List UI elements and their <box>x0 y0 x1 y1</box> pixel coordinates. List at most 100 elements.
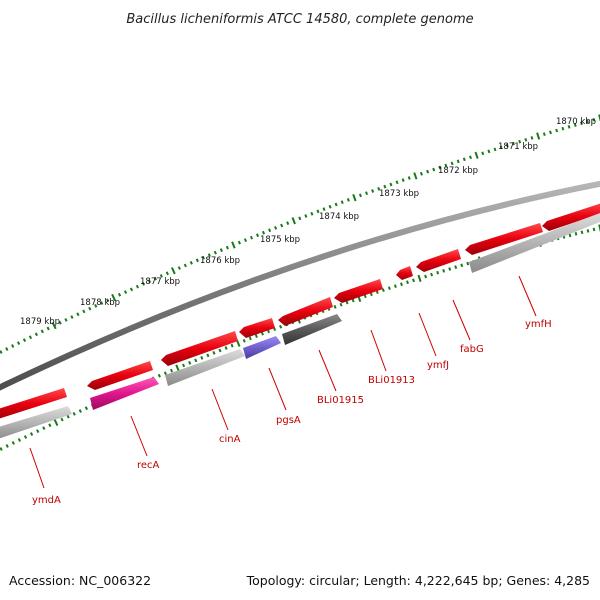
outer-ruler-tick <box>51 322 57 330</box>
outer-ruler-tick <box>274 226 278 230</box>
gene-label-BLi01915[interactable]: BLi01915 <box>317 395 364 406</box>
outer-ruler-tick <box>352 194 357 202</box>
outer-ruler-tick <box>165 271 169 276</box>
outer-ruler <box>0 114 600 354</box>
kbp-label-1872: 1872 kbp <box>438 166 478 176</box>
kbp-label-1876: 1876 kbp <box>200 256 240 266</box>
outer-ruler-tick <box>561 126 565 131</box>
outer-ruler-tick <box>438 165 442 170</box>
gene-label-pgsA[interactable]: pgsA <box>276 415 301 426</box>
outer-ruler-tick <box>334 202 338 207</box>
gene-arrow-fwd-5[interactable] <box>278 297 333 326</box>
outer-ruler-tick <box>70 315 74 319</box>
leader-pgsA <box>268 367 287 411</box>
outer-ruler-tick <box>383 184 387 189</box>
outer-ruler-tick <box>255 233 260 238</box>
gene-arrow-cinA[interactable] <box>165 349 245 386</box>
gene-arrow-ymdA[interactable] <box>0 406 72 440</box>
inner-ruler-tick <box>78 409 82 413</box>
inner-ruler-tick <box>412 278 415 283</box>
gene-label-cinA[interactable]: cinA <box>219 434 241 445</box>
outer-ruler-tick <box>524 137 528 142</box>
gene-arrow-fwd-1[interactable] <box>0 388 67 420</box>
inner-ruler-tick <box>460 263 464 268</box>
inner-ruler-tick <box>175 364 180 372</box>
leader-cinA <box>211 388 229 431</box>
outer-ruler-tick <box>573 123 577 127</box>
inner-ruler-tick <box>17 438 22 442</box>
outer-ruler-tick <box>512 141 515 146</box>
outer-ruler-tick <box>5 347 9 351</box>
outer-ruler-tick <box>34 332 38 337</box>
outer-ruler-tick <box>243 238 248 242</box>
inner-ruler-tick <box>188 361 192 365</box>
inner-ruler-tick <box>248 336 252 341</box>
forward-strand-genes <box>0 202 600 420</box>
outer-ruler-tick <box>111 293 117 302</box>
gene-label-fabG[interactable]: fabG <box>460 344 484 355</box>
inner-ruler-tick <box>23 435 28 439</box>
kbp-label-1875: 1875 kbp <box>260 235 300 245</box>
inner-ruler-tick <box>430 272 434 277</box>
outer-ruler-tick <box>346 198 350 202</box>
gene-arrow-recA[interactable] <box>90 377 159 410</box>
outer-ruler-tick <box>22 338 27 343</box>
gene-label-ymfH[interactable]: ymfH <box>525 319 552 330</box>
inner-ruler-tick <box>598 224 600 232</box>
outer-ruler-tick <box>592 117 596 122</box>
outer-ruler-tick <box>153 276 157 281</box>
inner-ruler-tick <box>345 300 349 305</box>
gene-arrow-ymfH-a[interactable] <box>465 223 543 255</box>
gene-arrow-ymfH-rev[interactable] <box>469 213 600 273</box>
inner-ruler-tick <box>60 417 64 422</box>
inner-ruler-tick <box>574 232 578 236</box>
outer-ruler-tick <box>407 176 411 180</box>
inner-ruler-tick <box>381 288 385 293</box>
gene-arrow-fabG[interactable] <box>416 249 461 272</box>
inner-ruler-tick <box>369 292 373 297</box>
outer-ruler-tick <box>469 155 472 160</box>
outer-ruler-tick <box>474 151 479 159</box>
outer-ruler-tick <box>106 298 110 303</box>
inner-ruler-tick <box>448 267 452 271</box>
inner-ruler-tick <box>84 406 89 411</box>
outer-ruler-tick <box>456 159 460 164</box>
outer-ruler-tick <box>499 145 503 150</box>
inner-ruler-tick <box>200 356 204 360</box>
outer-ruler-tick <box>358 193 362 198</box>
outer-ruler-tick <box>123 290 128 294</box>
gene-label-ymfJ[interactable]: ymfJ <box>427 360 449 371</box>
gene-arrow-recA-neighbor[interactable] <box>87 361 153 390</box>
gene-label-ymdA[interactable]: ymdA <box>32 495 61 506</box>
gene-arrow-pgsA[interactable] <box>243 336 281 359</box>
outer-ruler-tick <box>177 266 181 270</box>
inner-ruler-tick <box>592 227 596 232</box>
outer-ruler-tick <box>365 191 369 196</box>
gene-arrow-ymfH-b[interactable] <box>542 202 600 231</box>
outer-ruler-tick <box>549 130 552 135</box>
kbp-label-1870: 1870 kbp <box>556 117 596 127</box>
leader-ymfH <box>518 275 537 317</box>
gene-label-recA[interactable]: recA <box>137 460 160 471</box>
outer-ruler-tick <box>40 329 44 334</box>
outer-ruler-tick <box>322 207 326 211</box>
gene-label-BLi01913[interactable]: BLi01913 <box>368 375 415 386</box>
gene-arrow-BLi01913[interactable] <box>334 279 383 303</box>
gene-arrow-BLi01915[interactable] <box>282 314 342 345</box>
outer-ruler-tick <box>444 163 448 168</box>
outer-ruler-tick <box>555 128 559 133</box>
inner-ruler-tick <box>206 353 210 358</box>
genome-backbone <box>0 180 600 391</box>
gene-arrow-fwd-4[interactable] <box>239 318 275 338</box>
genome-summary-text: Topology: circular; Length: 4,222,645 bp… <box>246 573 590 588</box>
kbp-label-1873: 1873 kbp <box>379 189 419 199</box>
outer-ruler-tick <box>419 171 423 176</box>
gene-arrow-ymfJ[interactable] <box>396 266 413 280</box>
gene-arrow-fwd-3[interactable] <box>161 331 238 366</box>
outer-ruler-tick <box>129 287 134 292</box>
inner-ruler-tick <box>442 269 446 273</box>
outer-ruler-tick <box>304 214 308 218</box>
outer-ruler-tick <box>82 309 86 314</box>
outer-ruler-tick <box>395 180 399 185</box>
